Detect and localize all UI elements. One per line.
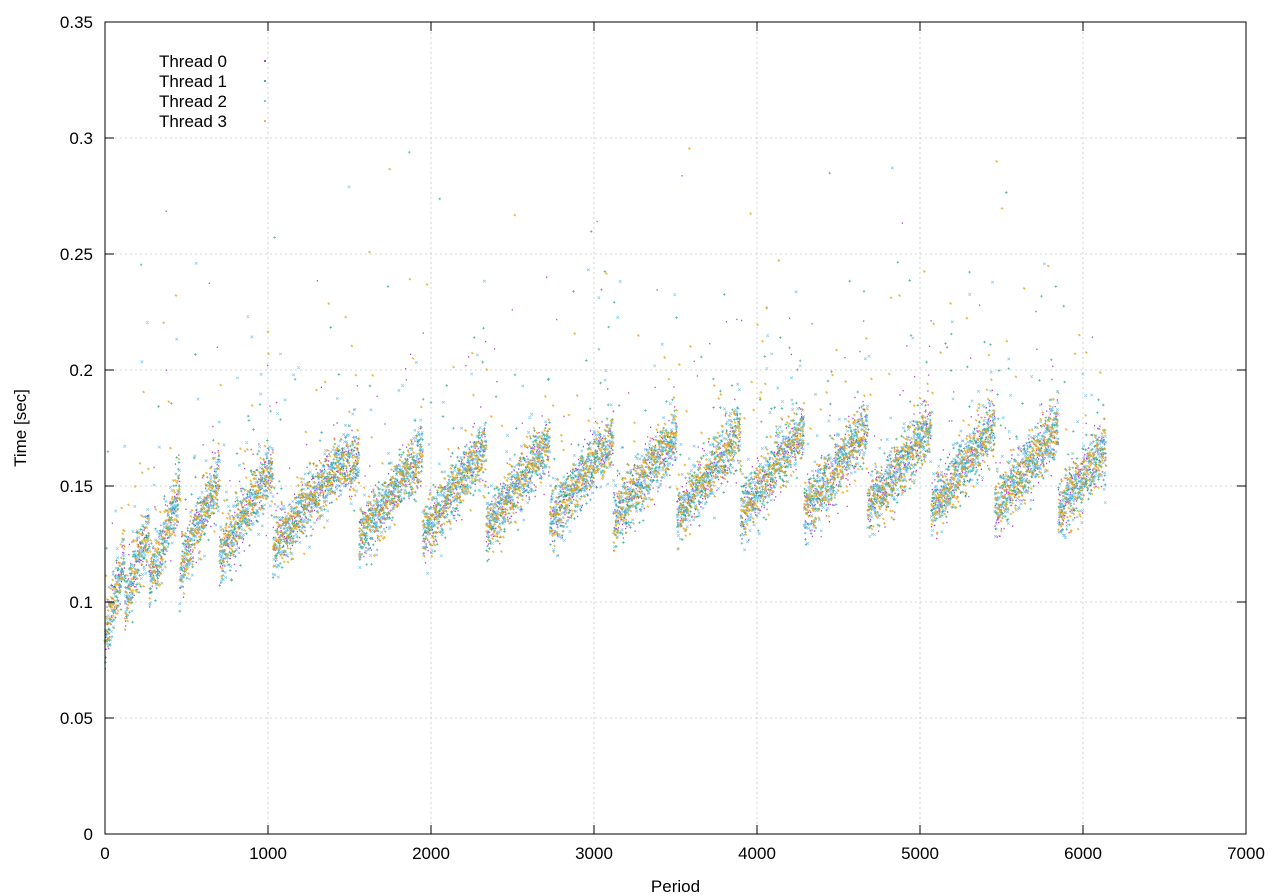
y-tick-label: 0: [84, 825, 93, 844]
legend-marker: [264, 100, 266, 102]
series-points-thread-1: [103, 150, 1107, 664]
y-tick-label: 0.1: [69, 593, 93, 612]
legend-label: Thread 2: [159, 92, 227, 111]
x-tick-label: 2000: [412, 844, 450, 863]
y-tick-label: 0.3: [69, 129, 93, 148]
legend-label: Thread 1: [159, 72, 227, 91]
x-tick-label: 4000: [738, 844, 776, 863]
y-tick-label: 0.25: [60, 245, 93, 264]
y-tick-label: 0.2: [69, 361, 93, 380]
data-points: [103, 147, 1108, 670]
legend-label: Thread 0: [159, 52, 227, 71]
series-points-thread-3: [103, 147, 1108, 649]
series-points-thread-0: [104, 175, 1107, 670]
x-tick-label: 6000: [1064, 844, 1102, 863]
tick-labels: 0 1000 2000 3000 4000 5000 6000 7000 0 0.05 0.1 0.1…: [60, 13, 1265, 863]
plot-frame: [104, 21, 1247, 835]
legend-marker: [264, 80, 266, 82]
legend-label: Thread 3: [159, 112, 227, 131]
legend-marker: [264, 60, 266, 62]
series-points-thread-2: [103, 166, 1108, 647]
y-axis-title: Time [sec]: [11, 389, 30, 467]
y-tick-label: 0.35: [60, 13, 93, 32]
x-tick-label: 5000: [901, 844, 939, 863]
x-tick-label: 0: [100, 844, 109, 863]
x-tick-label: 7000: [1227, 844, 1265, 863]
x-axis-title: Period: [651, 877, 700, 896]
y-tick-label: 0.05: [60, 709, 93, 728]
legend-marker: [264, 120, 266, 122]
x-tick-label: 3000: [575, 844, 613, 863]
y-tick-label: 0.15: [60, 477, 93, 496]
x-tick-label: 1000: [249, 844, 287, 863]
